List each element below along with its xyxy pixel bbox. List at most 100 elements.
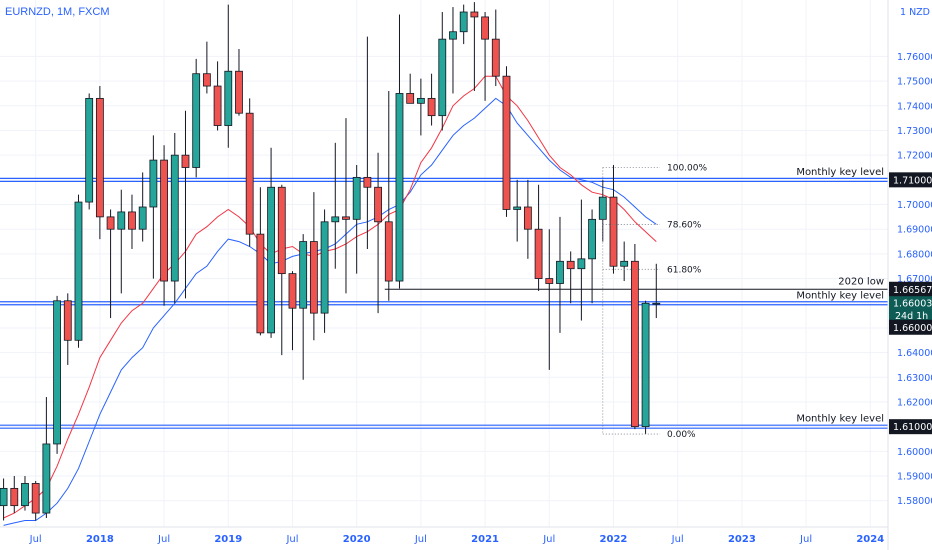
candle-body	[181, 154, 190, 168]
candle-body	[42, 443, 51, 514]
chart-title: EURNZD, 1M, FXCM	[5, 6, 110, 18]
candle-body	[267, 186, 275, 334]
x-tick-label: Jul	[29, 534, 42, 545]
candle-body	[620, 260, 629, 267]
x-tick-label: 2023	[728, 534, 756, 545]
candle	[245, 98, 254, 247]
x-tick-label: Jul	[799, 534, 812, 545]
candle	[213, 61, 222, 131]
x-tick-label: Jul	[542, 534, 555, 545]
candle-body	[235, 70, 243, 114]
candle-body	[95, 97, 104, 218]
candle-body	[502, 75, 511, 210]
candle-body	[309, 241, 318, 314]
candle-body	[438, 38, 447, 117]
candle-body	[245, 112, 254, 235]
key-level-label: Monthly key level	[796, 167, 884, 178]
price-tag-2020-low	[889, 281, 932, 297]
candle	[491, 9, 500, 87]
candle-body	[138, 206, 147, 230]
candle	[138, 172, 147, 242]
y-tick-label: 1.69000	[897, 225, 932, 236]
price-tag-1-71-text: 1.71000	[893, 175, 932, 186]
candle	[149, 135, 158, 279]
candle-body	[491, 38, 500, 77]
candle	[117, 189, 126, 294]
y-tick-label: 1.59000	[897, 472, 932, 483]
candle	[523, 179, 532, 259]
candle	[566, 251, 575, 304]
price-tag-1-66-text: 1.66000	[893, 323, 932, 334]
x-tick-label: 2018	[86, 534, 114, 545]
candle	[620, 241, 629, 282]
x-tick-label: Jul	[671, 534, 684, 545]
key-level-label: Monthly key level	[796, 290, 884, 301]
candle	[63, 293, 72, 365]
current-price-tag	[889, 296, 932, 324]
candle	[235, 49, 243, 116]
candle-body	[374, 186, 382, 223]
candle-body	[577, 258, 586, 270]
candle-body	[117, 211, 126, 230]
candle	[545, 229, 554, 370]
low-2020-label: 2020 low	[838, 276, 884, 287]
candle	[438, 12, 447, 131]
candle-body	[609, 196, 618, 267]
candle	[181, 110, 190, 299]
candle	[74, 194, 83, 348]
candle-body	[534, 228, 543, 279]
ema-slow-line	[3, 97, 657, 526]
candle	[160, 145, 168, 306]
price-tag-1-61	[889, 419, 932, 435]
moving-averages	[3, 75, 657, 526]
candle	[53, 295, 61, 454]
candle-body	[395, 93, 404, 282]
candle	[224, 4, 233, 148]
candle-body	[416, 97, 425, 104]
candle	[556, 216, 564, 333]
y-tick-label: 1.62000	[897, 397, 932, 408]
candle-body	[588, 218, 596, 260]
fib-level-label: 0.00%	[667, 430, 696, 440]
candle	[652, 263, 661, 319]
candle	[470, 2, 479, 91]
candle-body	[481, 16, 489, 40]
time-axis[interactable]: Jul 2018 Jul 2019 Jul 2020 Jul 2021 Jul 2022 Jul 20…	[29, 534, 885, 545]
candle	[0, 478, 8, 521]
candle	[267, 147, 275, 338]
candle	[21, 476, 29, 511]
candle	[406, 73, 415, 104]
candle	[630, 244, 639, 430]
candle	[42, 397, 51, 518]
current-price-text: 1.66003	[893, 299, 932, 310]
candle	[170, 132, 179, 304]
x-tick-label: Jul	[157, 534, 170, 545]
candle	[256, 187, 265, 336]
y-tick-label: 1.60000	[897, 447, 932, 458]
y-tick-label: 1.70000	[897, 200, 932, 211]
candle-body	[224, 70, 233, 126]
candle	[449, 7, 457, 94]
candle	[534, 184, 543, 291]
candle	[363, 36, 372, 249]
currency-label: 1 NZD	[900, 7, 930, 18]
candle	[502, 66, 511, 217]
candle	[288, 271, 297, 351]
candle	[299, 234, 308, 380]
candle-body	[331, 216, 340, 223]
candle	[128, 194, 136, 249]
x-tick-label: Jul	[414, 534, 427, 545]
price-tag-1-71	[889, 172, 932, 188]
candle	[352, 165, 361, 274]
candle-body	[384, 221, 393, 282]
x-tick-label: 2019	[214, 534, 242, 545]
candle-body	[556, 260, 564, 284]
candle-body	[192, 73, 201, 168]
price-tag-2020-low-text: 1.66567	[893, 285, 932, 296]
candle-body	[652, 302, 661, 305]
candle	[374, 152, 382, 314]
candle-body	[470, 11, 479, 18]
candle-body	[106, 216, 115, 230]
candle-body	[0, 487, 8, 507]
